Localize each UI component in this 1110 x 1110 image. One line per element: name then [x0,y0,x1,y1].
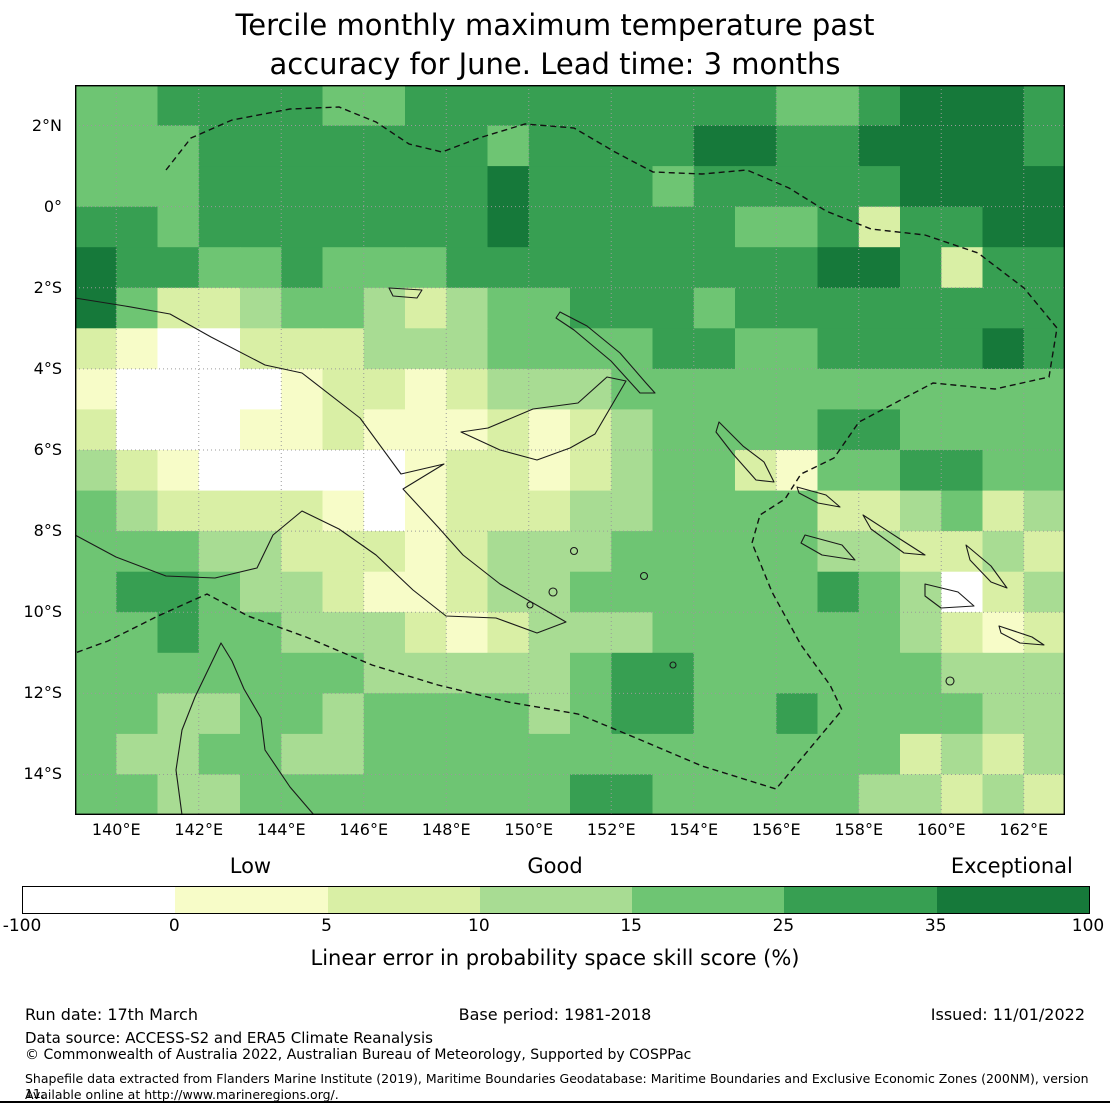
colorbar-tick: 5 [287,916,367,936]
base-period: Base period: 1981-2018 [459,1005,652,1024]
copyright: © Commonwealth of Australia 2022, Austra… [25,1047,691,1063]
x-tick-label: 144°E [246,820,316,839]
map-area [75,85,1065,815]
x-tick-label: 142°E [164,820,234,839]
colorbar-category-label: Good [445,854,665,878]
x-tick-label: 140°E [81,820,151,839]
y-tick-label: 10°S [2,602,62,621]
colorbar-tick: 15 [591,916,671,936]
colorbar-segment [632,887,784,913]
colorbar-segment [937,887,1089,913]
x-tick-label: 162°E [989,820,1059,839]
colorbar-tick: 0 [134,916,214,936]
x-tick-label: 150°E [494,820,564,839]
colorbar-tick: 25 [743,916,823,936]
availability-note: Available online at http://www.marinereg… [25,1087,339,1102]
figure: Tercile monthly maximum temperature past… [0,0,1110,1110]
chart-title-line1: Tercile monthly maximum temperature past [0,6,1110,45]
y-tick-label: 4°S [2,359,62,378]
colorbar-segment [480,887,632,913]
colorbar-tick: -100 [0,916,62,936]
x-tick-label: 152°E [576,820,646,839]
x-tick-label: 160°E [906,820,976,839]
x-tick-label: 158°E [824,820,894,839]
y-tick-label: 14°S [2,764,62,783]
issued-date: Issued: 11/01/2022 [931,1005,1085,1024]
colorbar [22,886,1090,914]
colorbar-tick: 10 [439,916,519,936]
x-tick-label: 146°E [329,820,399,839]
data-source: Data source: ACCESS-S2 and ERA5 Climate … [25,1029,433,1047]
y-axis-tick-labels: 2°N 0° 2°S 4°S 6°S 8°S 10°S 12°S 14°S [0,85,70,815]
run-date: Run date: 17th March [25,1005,198,1024]
colorbar-category-label: Exceptional [902,854,1110,878]
x-tick-label: 156°E [741,820,811,839]
colorbar-tick-labels: -1000510152535100 [22,916,1088,938]
chart-title: Tercile monthly maximum temperature past… [0,6,1110,84]
y-tick-label: 6°S [2,440,62,459]
colorbar-segment [328,887,480,913]
y-tick-label: 0° [2,197,62,216]
y-tick-label: 8°S [2,521,62,540]
chart-title-line2: accuracy for June. Lead time: 3 months [0,45,1110,84]
y-tick-label: 2°N [2,116,62,135]
x-tick-label: 148°E [411,820,481,839]
y-tick-label: 12°S [2,683,62,702]
y-tick-label: 2°S [2,278,62,297]
colorbar-category-labels: LowGoodExceptional [22,854,1088,882]
colorbar-segment [175,887,327,913]
colorbar-category-label: Low [140,854,360,878]
colorbar-tick: 35 [896,916,976,936]
x-axis-tick-labels: 140°E 142°E 144°E 146°E 148°E 150°E 152°E 154°E… [75,820,1065,844]
colorbar-segment [23,887,175,913]
colorbar-segment [784,887,936,913]
colorbar-caption: Linear error in probability space skill … [0,946,1110,970]
colorbar-tick: 100 [1048,916,1110,936]
bottom-divider [0,1101,1110,1103]
x-tick-label: 154°E [659,820,729,839]
skill-score-map [75,85,1065,815]
